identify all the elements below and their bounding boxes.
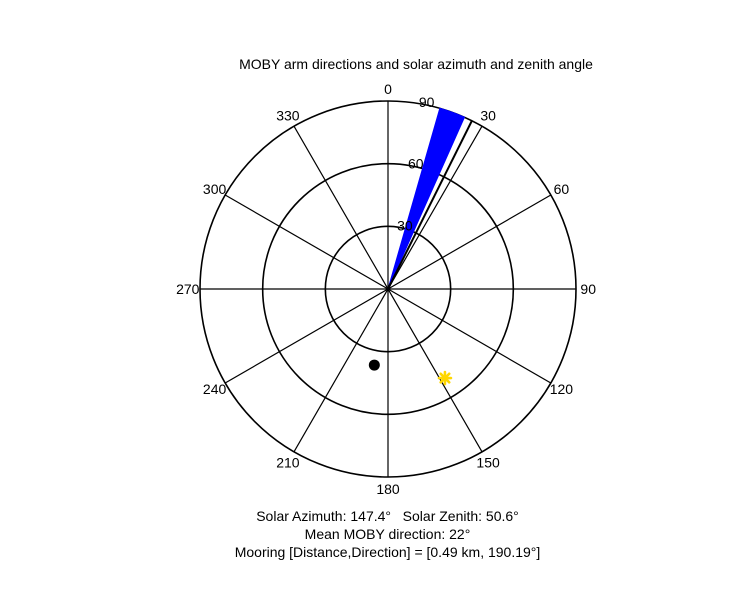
angle-tick-label-120: 120 <box>550 381 574 397</box>
chart-title: MOBY arm directions and solar azimuth an… <box>239 56 593 72</box>
mooring-marker <box>368 359 380 371</box>
angle-tick-label-150: 150 <box>476 454 500 470</box>
solar-position-marker <box>437 370 453 386</box>
mooring-caption: Mooring [Distance,Direction] = [0.49 km,… <box>234 544 541 560</box>
radial-tick-label-60: 60 <box>408 156 424 172</box>
angle-tick-label-180: 180 <box>376 481 400 497</box>
mean-direction-caption: Mean MOBY direction: 22° <box>304 526 471 542</box>
radial-tick-label-30: 30 <box>397 217 413 233</box>
angle-tick-label-330: 330 <box>276 108 300 124</box>
angle-tick-label-240: 240 <box>203 381 227 397</box>
radial-tick-label-90: 90 <box>419 94 435 110</box>
angle-tick-label-210: 210 <box>276 454 300 470</box>
solar-angles-caption: Solar Azimuth: 147.4° Solar Zenith: 50.6… <box>256 508 519 524</box>
chart-marks <box>368 107 473 386</box>
moby-arm-line <box>387 120 473 290</box>
angle-tick-label-270: 270 <box>176 281 200 297</box>
tick-labels: 0 30 60 90 120 150 180 210 240 270 300 330 30 60 90 <box>176 81 596 497</box>
angle-tick-label-0: 0 <box>384 81 392 97</box>
angle-tick-label-60: 60 <box>554 181 570 197</box>
angle-tick-label-300: 300 <box>203 181 227 197</box>
angle-tick-label-90: 90 <box>580 281 596 297</box>
moby-arm-wedge <box>387 107 466 290</box>
angle-tick-label-30: 30 <box>480 108 496 124</box>
